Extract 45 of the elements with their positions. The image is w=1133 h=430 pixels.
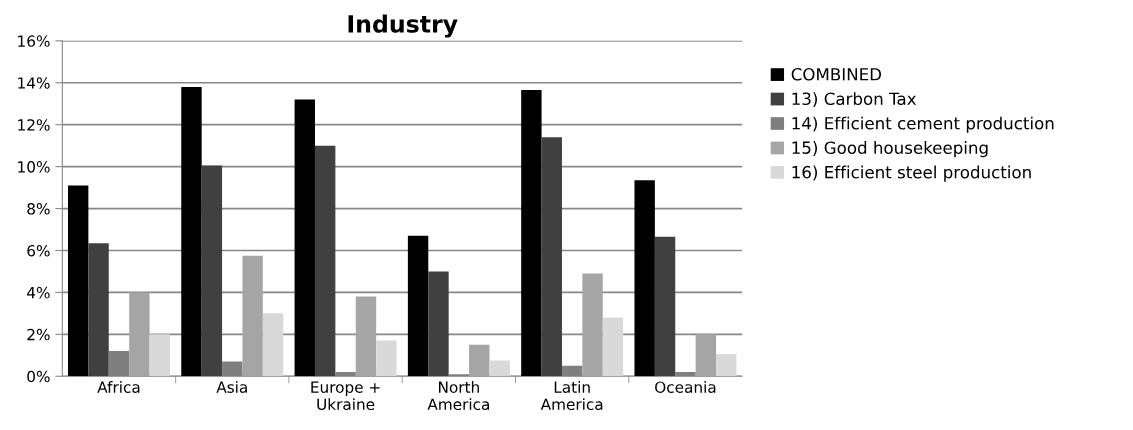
y-tick-label: 10%: [18, 161, 50, 173]
x-tick-label: Latin America: [540, 381, 603, 411]
bar: [67, 185, 89, 377]
x-tick-label: Asia: [216, 381, 247, 393]
bar: [469, 344, 490, 377]
x-tick-label: North America: [427, 381, 489, 411]
bar: [407, 235, 429, 377]
bar: [181, 86, 202, 377]
x-tick-label: Oceania: [655, 381, 716, 393]
bar: [355, 296, 377, 377]
bar: [294, 99, 315, 377]
y-tick-label: 0%: [27, 370, 50, 383]
bar: [582, 273, 603, 377]
bar: [376, 340, 397, 377]
bar: [521, 90, 542, 377]
bar: [88, 243, 109, 377]
y-tick-label: 12%: [18, 119, 50, 131]
y-tick-label: 2%: [27, 328, 50, 341]
y-tick-label: 8%: [27, 203, 50, 215]
bar: [242, 255, 263, 377]
legend-label: 14) Efficient cement production: [792, 116, 1054, 133]
y-tick-label: 4%: [27, 286, 50, 299]
bar: [428, 271, 449, 377]
bar: [129, 292, 150, 377]
legend-label: COMBINED: [791, 68, 882, 81]
bar: [262, 313, 284, 377]
bar: [149, 334, 170, 377]
y-tick-label: 16%: [18, 35, 50, 47]
legend-label: 16) Efficient steel production: [792, 165, 1031, 182]
bar: [602, 317, 624, 377]
y-tick-label: 14%: [18, 77, 50, 89]
y-tick-label: 6%: [27, 244, 50, 257]
bar: [201, 165, 223, 377]
bar: [695, 334, 717, 377]
bar: [541, 137, 562, 377]
bar: [716, 354, 737, 377]
x-tick-label: Europe + Ukraine: [311, 381, 380, 411]
legend-label: 15) Good housekeeping: [792, 141, 988, 158]
bar: [634, 180, 655, 377]
bar: [314, 145, 336, 377]
legend-label: 13) Carbon Tax: [792, 92, 917, 108]
bar: [654, 236, 676, 377]
bar: [489, 360, 510, 377]
x-tick-label: Africa: [97, 381, 140, 393]
chart-title: Industry: [348, 14, 458, 38]
